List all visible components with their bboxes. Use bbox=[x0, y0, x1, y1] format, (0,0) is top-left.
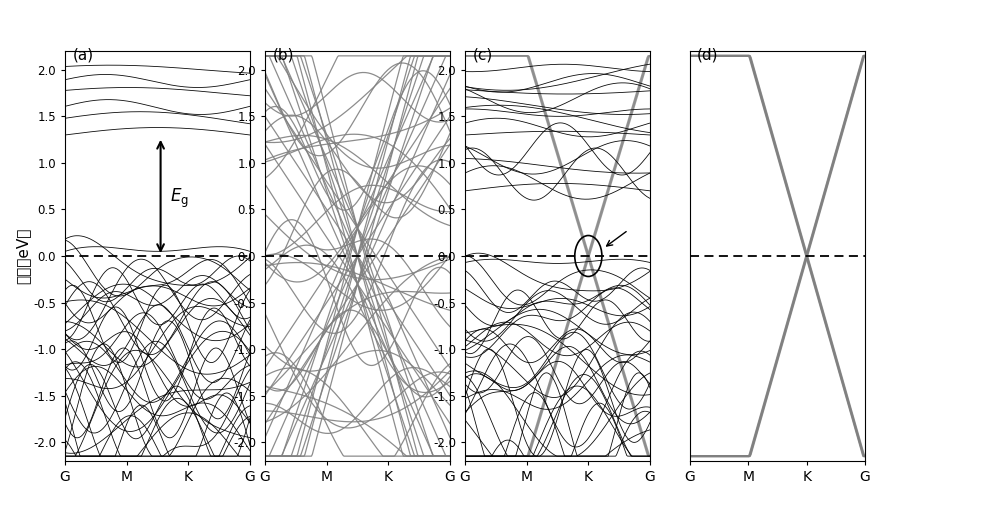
Y-axis label: 能量（eV）: 能量（eV） bbox=[15, 228, 30, 284]
Text: (a): (a) bbox=[72, 47, 94, 62]
Text: $E_{\rm g}$: $E_{\rm g}$ bbox=[170, 187, 189, 210]
Text: (b): (b) bbox=[272, 47, 294, 62]
Text: (c): (c) bbox=[472, 47, 493, 62]
Text: (d): (d) bbox=[697, 47, 718, 62]
